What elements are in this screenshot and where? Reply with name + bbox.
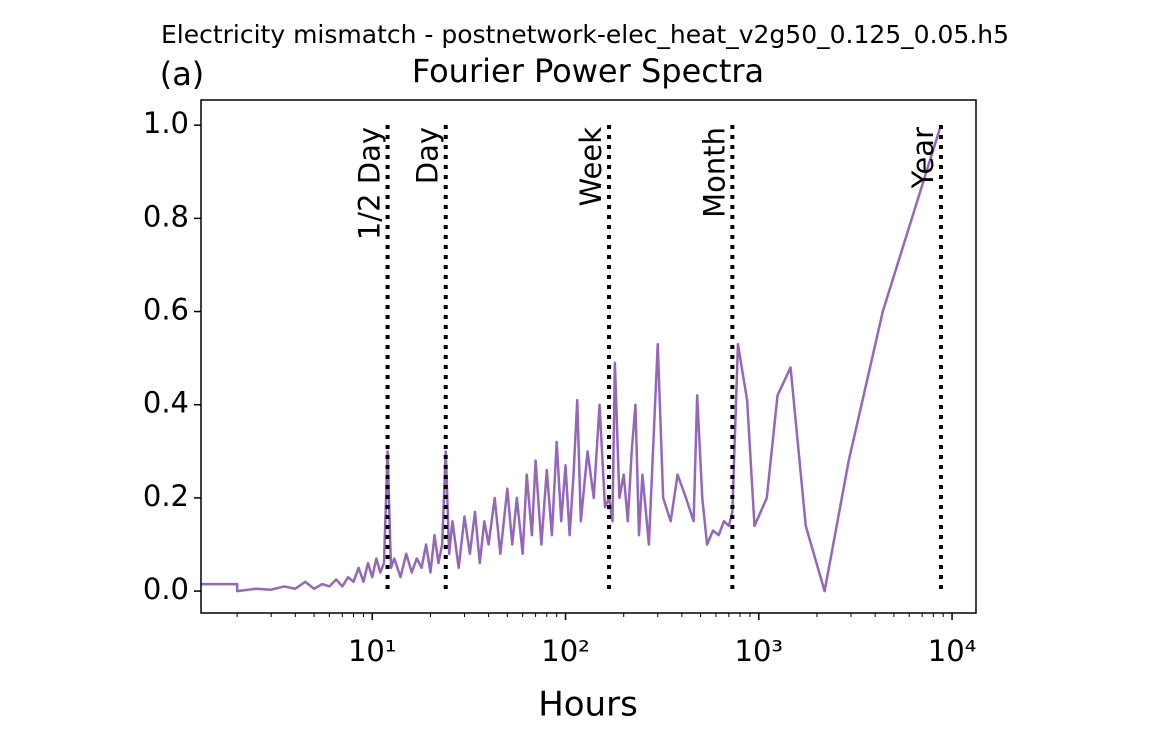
x-tick-label: 10² [541,634,590,668]
y-tick-label: 0.8 [143,199,189,233]
y-tick-label: 1.0 [143,106,189,140]
reference-label: Month [697,127,731,218]
reference-label: 1/2 Day [353,127,387,240]
panel-label: (a) [160,55,205,93]
y-tick-label: 0.4 [143,386,189,420]
spectrum-line [201,124,943,593]
reference-label: Year [906,127,940,189]
x-tick-label: 10¹ [348,634,397,668]
y-tick-label: 0.6 [143,293,189,327]
reference-label: Day [411,127,445,184]
reference-label: Week [574,127,608,207]
chart-title: Fourier Power Spectra [412,52,764,90]
suptitle: Electricity mismatch - postnetwork-elec_… [161,20,1009,49]
x-tick-label: 10³ [735,634,784,668]
y-tick-label: 0.2 [143,479,189,513]
y-tick-label: 0.0 [143,572,189,606]
x-tick-label: 10⁴ [928,634,977,668]
x-axis-label: Hours [538,685,638,725]
plot-frame [200,99,977,614]
